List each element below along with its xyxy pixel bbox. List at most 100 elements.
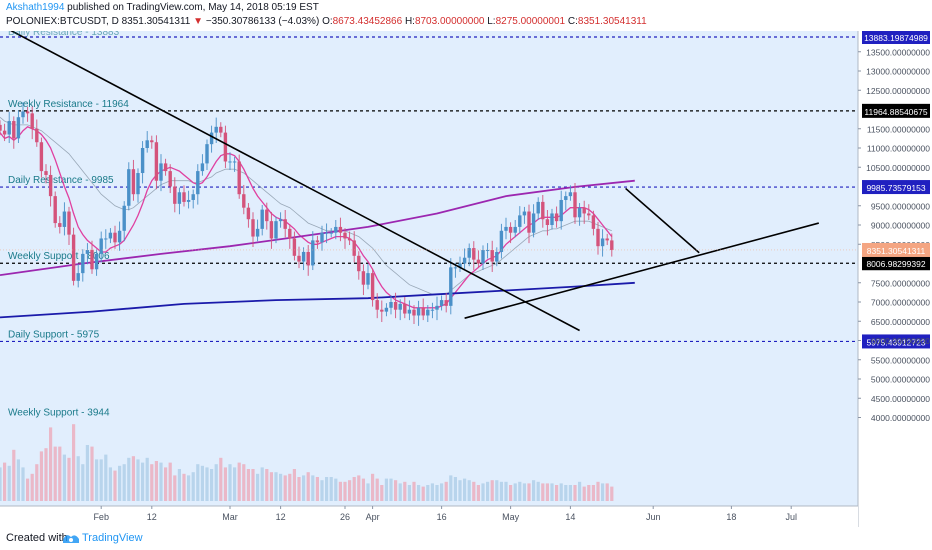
volume-bar [292,469,296,501]
candle-body [499,230,504,252]
volume-bar [417,485,421,501]
volume-bar [177,469,181,501]
time-tick-label: Mar [222,512,238,522]
volume-bar [76,456,80,501]
volume-bar [228,464,232,501]
candle-body [527,211,531,233]
volume-bar [361,478,365,501]
level-axis-tag [862,103,930,118]
volume-bar [67,457,71,501]
tradingview-brand[interactable]: TradingView [82,532,143,544]
current-price-tag-text: 8351.30541311 [867,246,926,256]
plot-background [0,31,858,506]
candle-body [338,226,343,233]
candle-body [7,121,11,135]
volume-bar [145,457,149,501]
candle-body [412,309,416,316]
candle-body [568,192,573,197]
candle-body [44,171,48,175]
candle-body [25,111,30,114]
candle-body [154,142,159,181]
candle-body [324,232,329,234]
volume-bar [154,461,158,501]
volume-bar [141,462,145,501]
author-link[interactable]: Akshath1994 [6,2,65,13]
symbol-name[interactable]: POLONIEX:BTCUSDT, D [6,16,119,27]
volume-bar [348,480,352,501]
current-price-tag [862,242,930,257]
volume-bar [81,464,85,501]
candle-body [228,161,232,163]
candle-body [278,219,283,222]
volume-bar [605,483,609,501]
candle-body [334,226,338,233]
candle-body [117,230,122,243]
volume-bar [233,467,237,501]
candle-body [163,163,168,172]
volume-bar [532,480,536,501]
candle-body [140,148,145,174]
volume-bar [398,483,402,501]
volume-bar [95,459,99,501]
candle-body [347,238,352,241]
volume-bar [16,459,20,501]
created-with-text: Created with [6,532,68,544]
candle-body [320,232,324,243]
price-tick-label: 6500.00000000 [871,317,930,327]
volume-bar [578,481,582,501]
volume-bar [522,483,526,501]
close-label: C: [567,16,578,27]
level-axis-tag-text: 13883.19874989 [864,33,928,43]
volume-bar [159,462,163,501]
candle-body [223,132,228,162]
candle-body [108,232,113,239]
volume-bar [389,478,393,501]
volume-bar [223,467,227,501]
candle-body [136,173,140,195]
price-tick-label: 11500.00000000 [867,124,930,134]
level-label: Weekly Support - 8006 [8,251,110,262]
close-value: 8351.30541311 [577,16,647,27]
volume-bar [39,451,43,501]
time-tick-label: Apr [366,512,380,522]
candle-body [35,128,39,143]
candle-body [182,192,186,202]
volume-bar [269,472,273,501]
price-tick-label: 5500.00000000 [871,355,930,365]
volume-bar [150,464,154,501]
candle-body [541,201,545,220]
tradingview-logo-icon[interactable] [62,530,80,546]
ema-mid-line [0,116,612,295]
candle-body [587,213,591,216]
candle-body [573,192,577,218]
volume-bar [242,464,246,501]
time-tick-label: 26 [340,512,350,522]
volume-bar [472,481,476,501]
price-chart[interactable]: 13883.19874989 Weekly Resistance - 11964 1… [0,31,932,527]
candle-body [435,305,439,310]
price-tick-label: 12500.00000000 [866,86,930,96]
level-label: Weekly Support - 3944 [8,408,110,419]
candle-body [191,194,195,200]
candle-body [30,113,34,129]
volume-bar [21,467,25,501]
level-axis-tag-text: 8006.98299392 [866,259,925,269]
candle-body [85,250,90,254]
candle-body [393,302,398,310]
candle-body [251,219,255,237]
volume-bar [591,485,595,501]
candle-body [416,307,421,316]
candle-body [113,232,117,243]
candle-body [0,124,2,131]
time-tick-label: 14 [565,512,575,522]
candle-body [16,117,21,139]
candle-body [186,199,191,202]
candle-body [315,240,320,243]
candle-body [329,232,333,234]
volume-bar [550,483,554,501]
candle-body [407,309,412,314]
level-label: Daily Resistance - 9985 [8,175,114,186]
candle-body [426,309,430,316]
candle-body [94,253,99,270]
level-axis-tag-text: 9985.73579153 [866,183,925,193]
